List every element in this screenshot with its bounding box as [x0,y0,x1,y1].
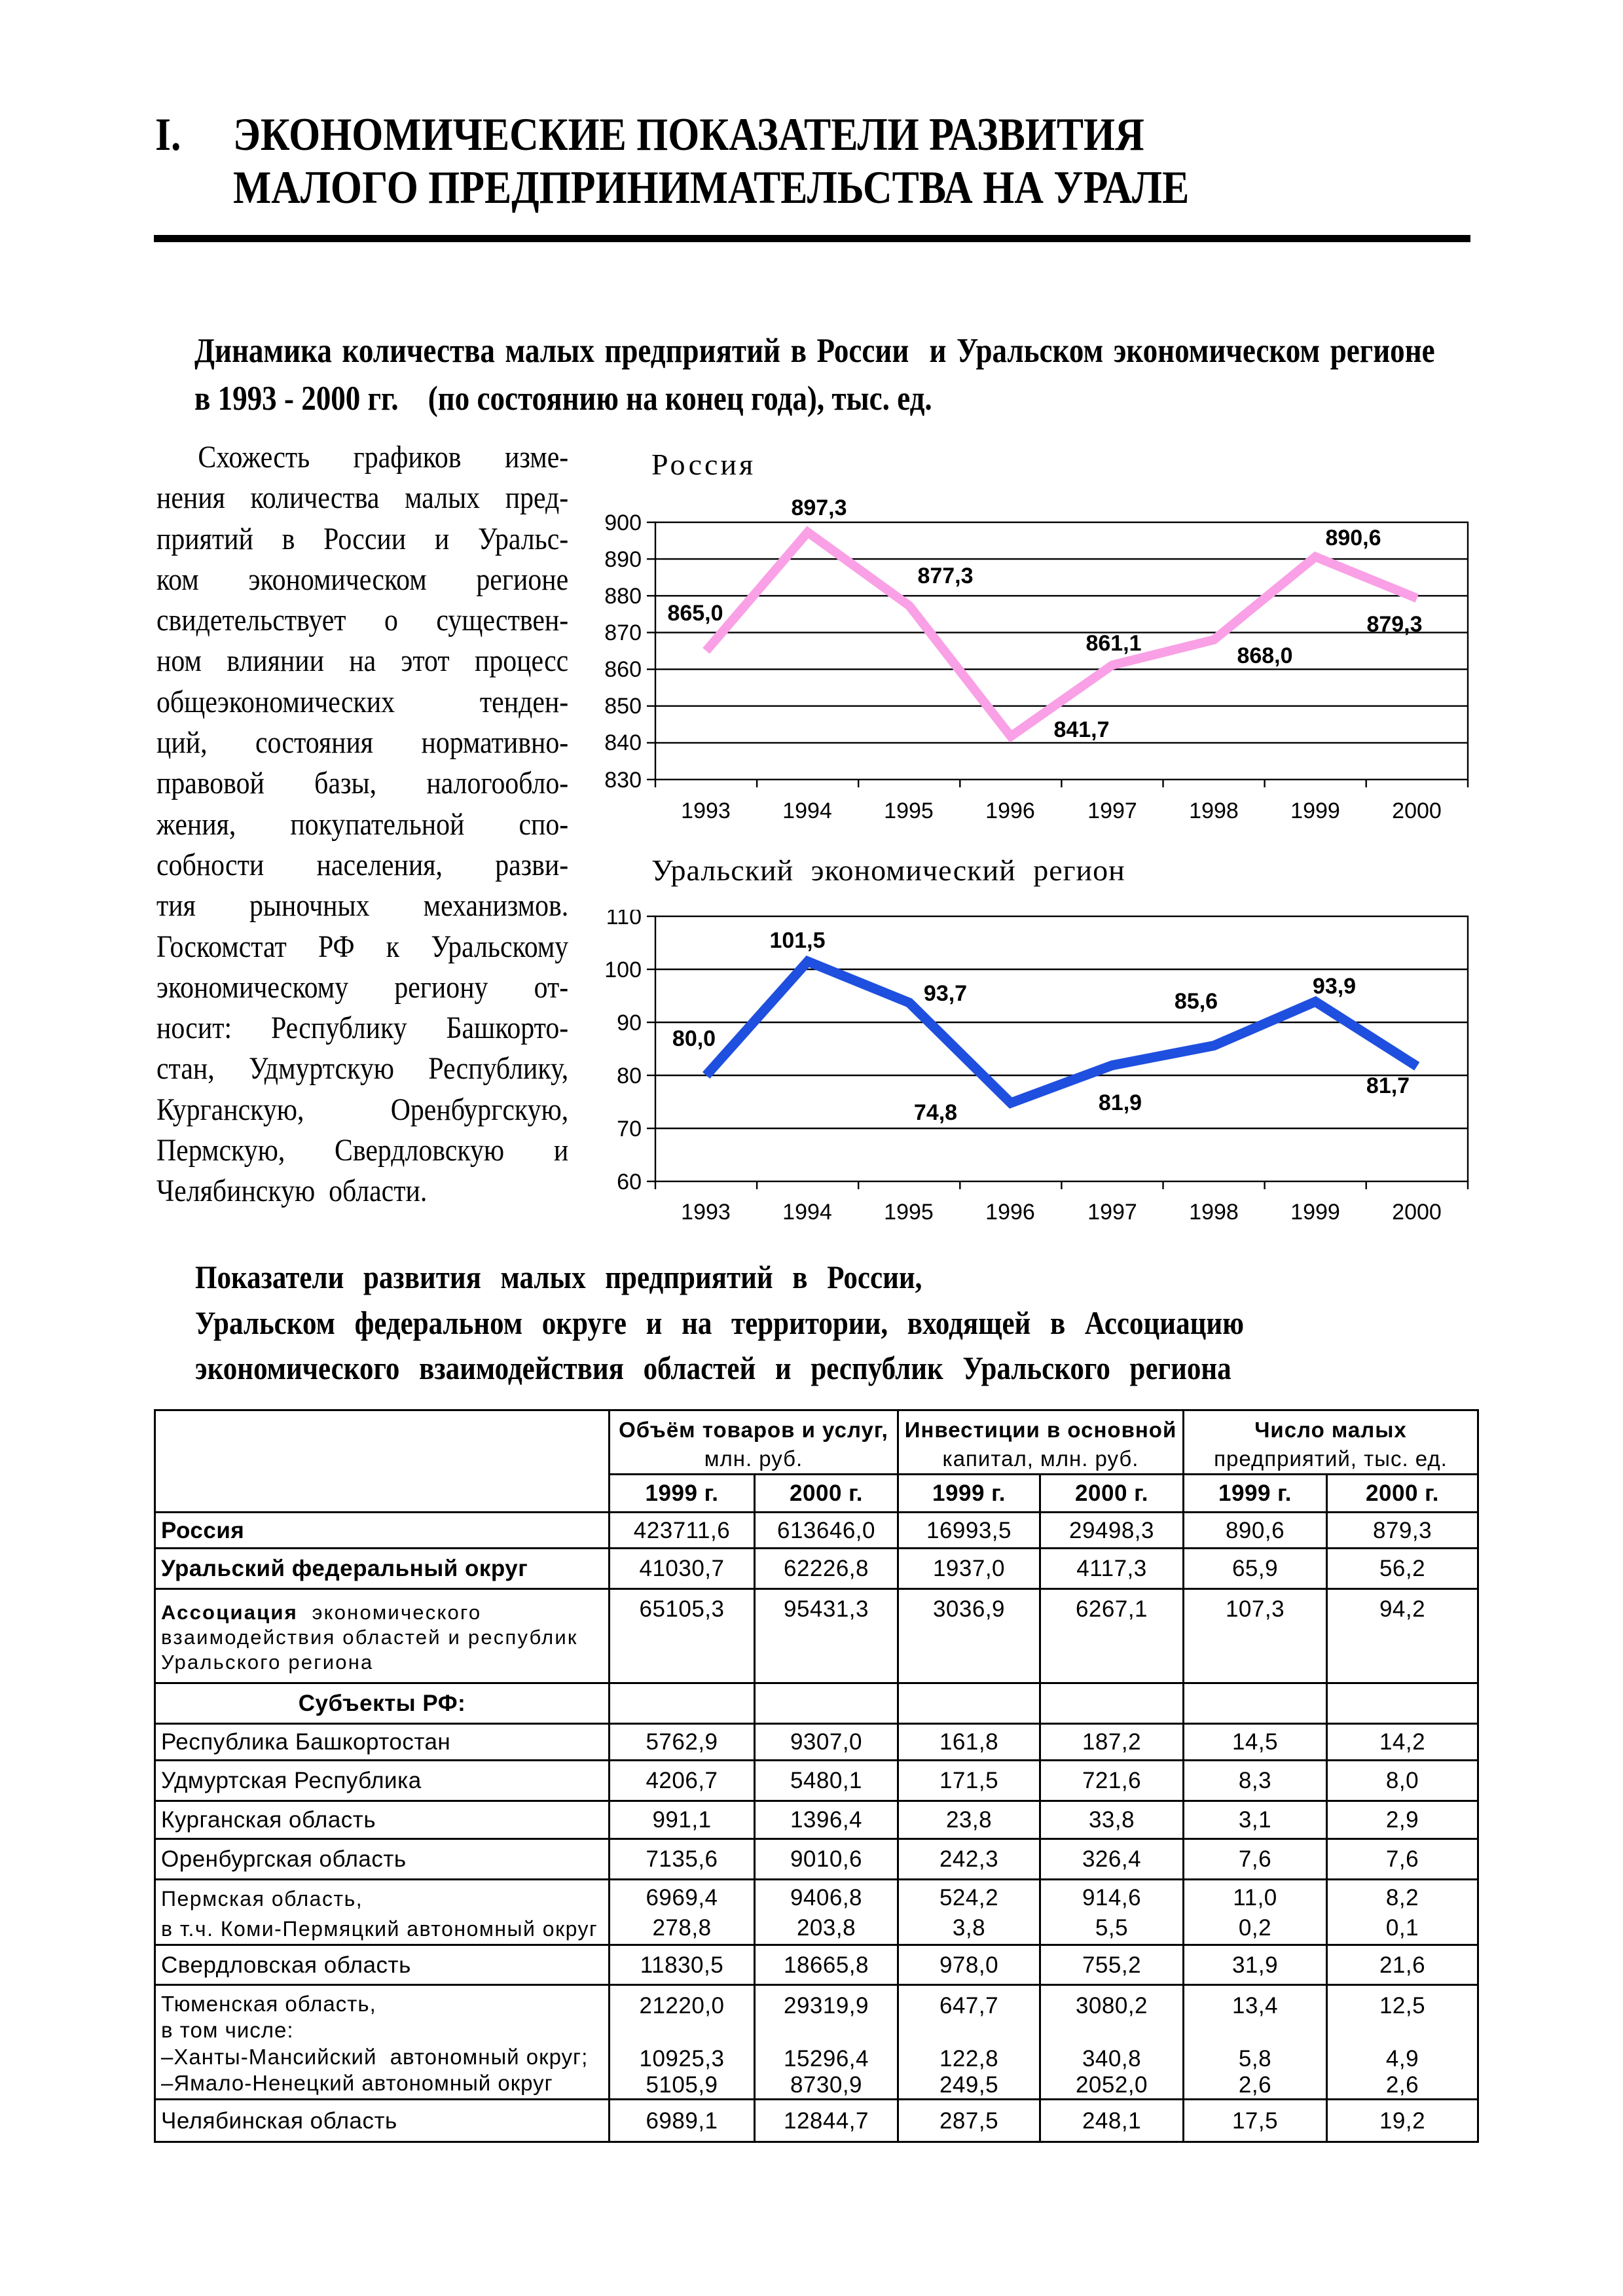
svg-text:1997: 1997 [1087,1200,1137,1225]
svg-text:81,7: 81,7 [1366,1073,1410,1098]
svg-text:868,0: 868,0 [1237,643,1292,668]
svg-text:890: 890 [604,547,642,572]
svg-text:90: 90 [617,1011,642,1035]
svg-text:60: 60 [617,1170,642,1194]
svg-text:85,6: 85,6 [1175,989,1218,1014]
svg-text:865,0: 865,0 [667,601,723,626]
svg-text:877,3: 877,3 [917,564,973,588]
svg-text:879,3: 879,3 [1366,612,1422,637]
svg-text:70: 70 [617,1117,642,1141]
svg-text:850: 850 [604,694,642,719]
svg-text:897,3: 897,3 [791,495,847,520]
svg-text:1997: 1997 [1087,798,1137,823]
svg-text:1996: 1996 [985,1200,1035,1225]
svg-text:840: 840 [604,730,642,755]
svg-text:1994: 1994 [782,1200,832,1225]
svg-text:74,8: 74,8 [914,1100,957,1125]
svg-text:1999: 1999 [1290,798,1340,823]
svg-text:110: 110 [606,910,642,929]
svg-text:1999: 1999 [1290,1200,1340,1225]
svg-text:1998: 1998 [1189,798,1239,823]
svg-text:93,9: 93,9 [1313,974,1356,999]
svg-text:841,7: 841,7 [1053,717,1109,742]
svg-text:2000: 2000 [1392,1200,1442,1225]
svg-text:1994: 1994 [782,798,832,823]
svg-text:880: 880 [604,584,642,609]
svg-text:900: 900 [604,511,642,535]
svg-text:1993: 1993 [681,798,731,823]
svg-text:1995: 1995 [884,798,934,823]
svg-text:1993: 1993 [681,1200,731,1225]
svg-text:830: 830 [604,768,642,793]
svg-text:80: 80 [617,1064,642,1088]
svg-text:1995: 1995 [884,1200,934,1225]
svg-text:1998: 1998 [1189,1200,1239,1225]
svg-text:101,5: 101,5 [769,928,825,953]
svg-text:93,7: 93,7 [924,981,967,1006]
svg-text:81,9: 81,9 [1099,1090,1142,1115]
svg-text:870: 870 [604,620,642,645]
svg-text:1996: 1996 [985,798,1035,823]
svg-text:100: 100 [604,958,642,982]
svg-text:80,0: 80,0 [672,1026,716,1051]
svg-text:890,6: 890,6 [1325,526,1381,550]
svg-text:861,1: 861,1 [1085,631,1141,656]
svg-text:2000: 2000 [1392,798,1442,823]
svg-text:860: 860 [604,657,642,682]
